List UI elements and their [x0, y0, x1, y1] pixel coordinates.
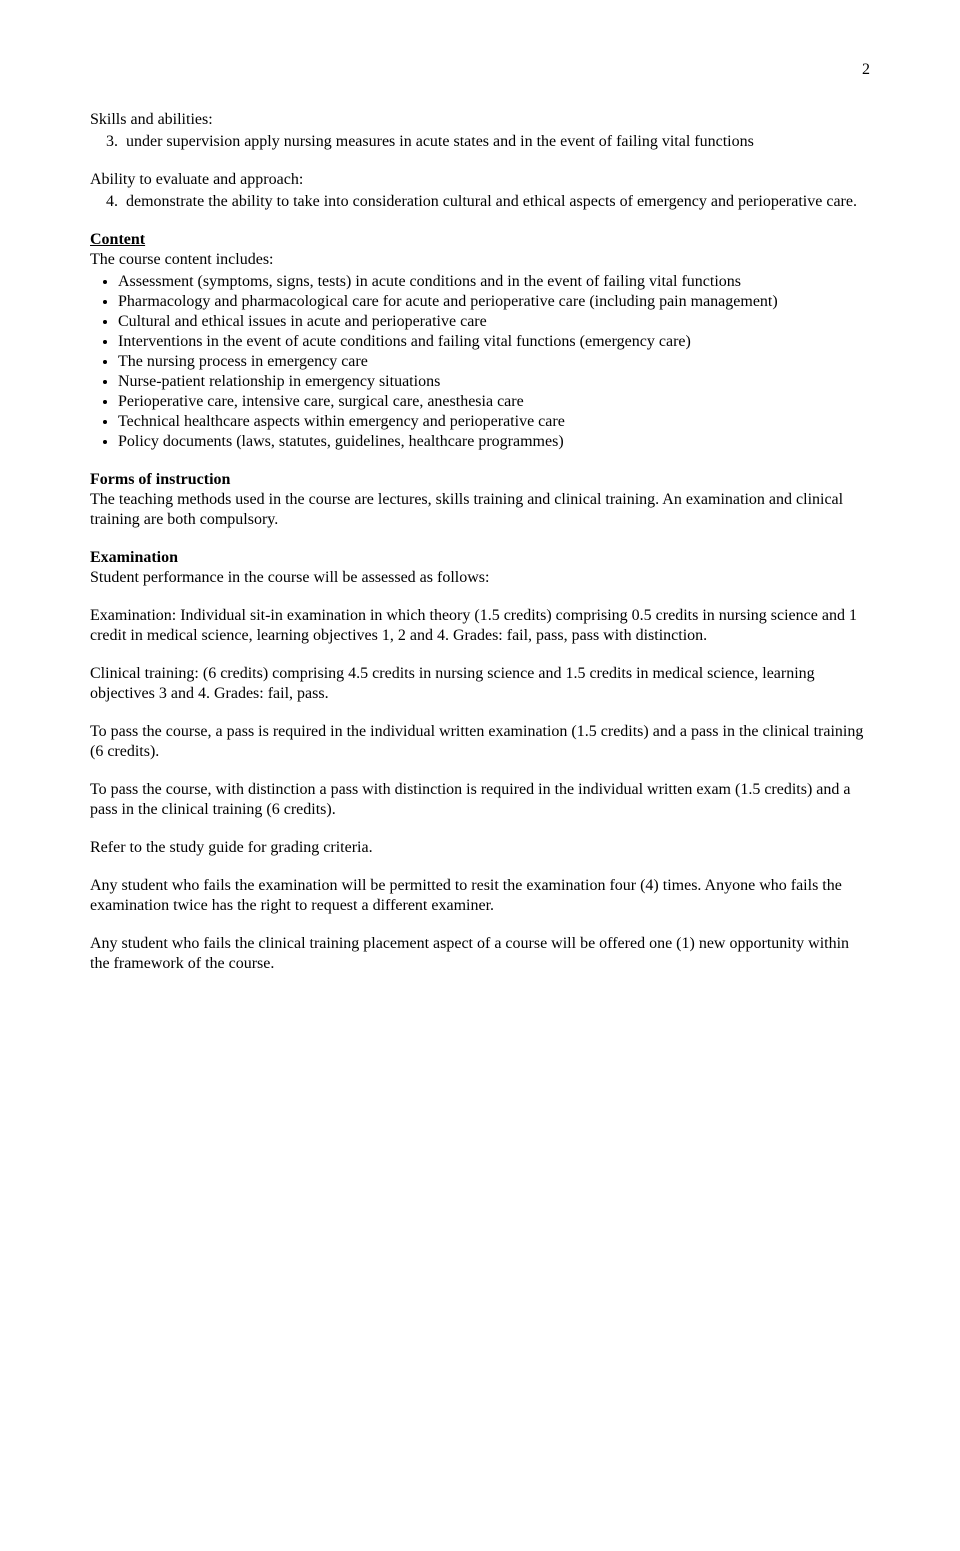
- content-item: Technical healthcare aspects within emer…: [118, 412, 870, 432]
- forms-section: Forms of instruction The teaching method…: [90, 470, 870, 530]
- exam-p4: To pass the course, with distinction a p…: [90, 780, 870, 820]
- forms-heading: Forms of instruction: [90, 470, 870, 490]
- content-item: Interventions in the event of acute cond…: [118, 332, 870, 352]
- skills-item-3: under supervision apply nursing measures…: [126, 132, 870, 152]
- content-item: Assessment (symptoms, signs, tests) in a…: [118, 272, 870, 292]
- content-list: Assessment (symptoms, signs, tests) in a…: [90, 272, 870, 452]
- exam-intro: Student performance in the course will b…: [90, 568, 870, 588]
- examination-section: Examination Student performance in the c…: [90, 548, 870, 974]
- content-item: Nurse-patient relationship in emergency …: [118, 372, 870, 392]
- content-item: Pharmacology and pharmacological care fo…: [118, 292, 870, 312]
- skills-section: Skills and abilities: under supervision …: [90, 110, 870, 152]
- ability-section: Ability to evaluate and approach: demons…: [90, 170, 870, 212]
- content-intro: The course content includes:: [90, 250, 870, 270]
- exam-heading: Examination: [90, 548, 870, 568]
- exam-p1: Examination: Individual sit-in examinati…: [90, 606, 870, 646]
- content-heading: Content: [90, 230, 870, 250]
- content-item: Policy documents (laws, statutes, guidel…: [118, 432, 870, 452]
- exam-p5: Refer to the study guide for grading cri…: [90, 838, 870, 858]
- content-item: Cultural and ethical issues in acute and…: [118, 312, 870, 332]
- ability-list: demonstrate the ability to take into con…: [90, 192, 870, 212]
- ability-item-4: demonstrate the ability to take into con…: [126, 192, 870, 212]
- forms-text: The teaching methods used in the course …: [90, 490, 870, 530]
- exam-p6: Any student who fails the examination wi…: [90, 876, 870, 916]
- content-item: The nursing process in emergency care: [118, 352, 870, 372]
- content-item: Perioperative care, intensive care, surg…: [118, 392, 870, 412]
- exam-p3: To pass the course, a pass is required i…: [90, 722, 870, 762]
- skills-heading: Skills and abilities:: [90, 110, 870, 130]
- ability-heading: Ability to evaluate and approach:: [90, 170, 870, 190]
- content-section: Content The course content includes: Ass…: [90, 230, 870, 452]
- exam-p2: Clinical training: (6 credits) comprisin…: [90, 664, 870, 704]
- exam-p7: Any student who fails the clinical train…: [90, 934, 870, 974]
- page-number: 2: [90, 60, 870, 80]
- skills-list: under supervision apply nursing measures…: [90, 132, 870, 152]
